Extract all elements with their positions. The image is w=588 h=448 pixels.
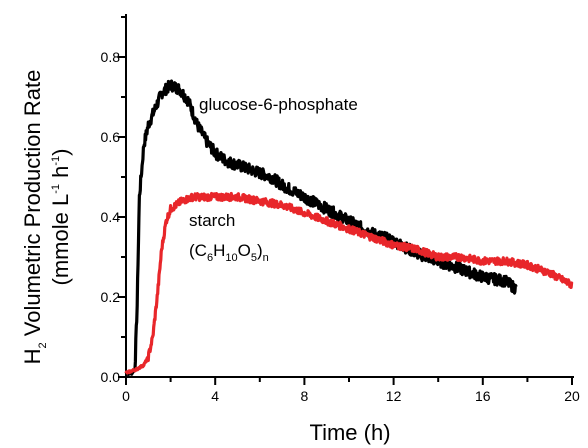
x-tick-label: 0: [122, 388, 130, 404]
axis-ticks: 0 4 8 12 16 20 0.0 0.2 0.4 0.6 0.8: [101, 16, 580, 404]
x-tick-label: 16: [475, 388, 491, 404]
y-axis-title-line1: H2 Volumetric Production Rate: [20, 70, 49, 365]
x-tick-label: 12: [386, 388, 402, 404]
y-tick-label: 0.8: [101, 49, 121, 65]
y-axis-unit: (mmole L-1 h-1): [48, 149, 73, 286]
y-axis-title-line2: (mmole L-1 h-1): [48, 149, 73, 286]
y-axis-title: H2 Volumetric Production Rate: [20, 70, 49, 365]
series-line-glucose-6-phosphate: [124, 79, 518, 376]
y-tick-label: 0.0: [101, 369, 121, 385]
y-tick-label: 0.4: [101, 209, 121, 225]
x-tick-label: 20: [564, 388, 580, 404]
starch-formula: (C6H10O5)n: [189, 241, 269, 264]
series-line-starch: [124, 191, 574, 375]
glucose-annotation: glucose-6-phosphate: [199, 95, 358, 114]
x-tick-label: 8: [301, 388, 309, 404]
x-tick-label: 4: [211, 388, 219, 404]
starch-annotation: starch: [189, 211, 235, 230]
y-tick-label: 0.6: [101, 129, 121, 145]
y-tick-label: 0.2: [101, 289, 121, 305]
plot-series: [124, 79, 574, 376]
x-axis-title: Time (h): [309, 420, 390, 445]
